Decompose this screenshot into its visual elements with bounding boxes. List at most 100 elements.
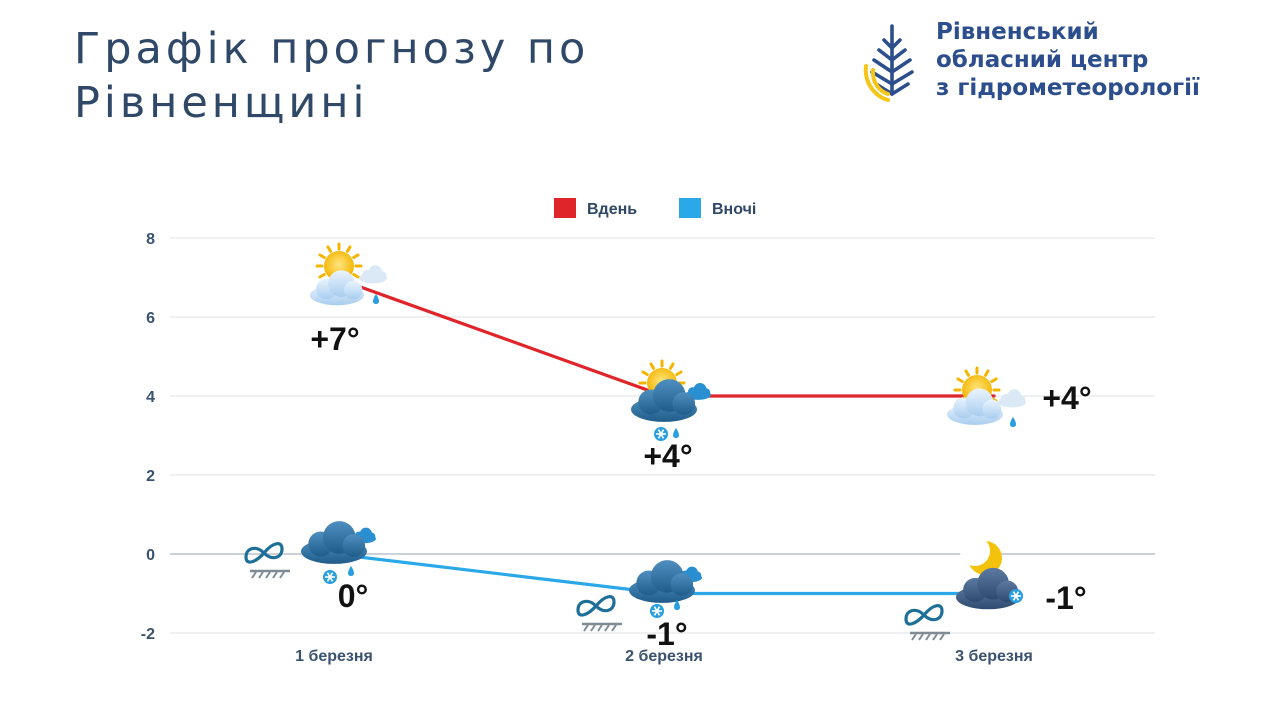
legend-swatch [554, 198, 576, 218]
cloud-puff [376, 270, 387, 281]
sun-cloud-snow-rain-icon [631, 359, 711, 441]
page-title: Графік прогнозу по Рівненщині [74, 22, 589, 130]
cloud-puff [670, 573, 694, 596]
fog-hatch [265, 571, 271, 579]
data-label-night: -1° [646, 616, 687, 652]
fog-hatch [583, 624, 589, 632]
fog-hatch [911, 633, 917, 641]
x-tick-label: 3 березня [955, 648, 1033, 665]
snowflake-arm [653, 606, 661, 616]
legend-label: Вдень [587, 201, 637, 218]
snowflake-arm [326, 572, 334, 582]
fog-loop [904, 604, 944, 626]
title-line-1: Графік прогнозу по [74, 24, 590, 74]
x-tick-label: 2 березня [625, 648, 703, 665]
organization-logo: Рівненський обласний центр з гідрометеор… [862, 18, 1262, 108]
cloud-puff [672, 392, 696, 415]
logo-line-3: з гідрометеорології [936, 75, 1200, 101]
sun-ray [990, 377, 998, 383]
sun-ray [669, 362, 675, 370]
main-cloud [310, 270, 364, 306]
rain-drop [1010, 417, 1016, 427]
fog-hatch [590, 624, 596, 632]
main-cloud [629, 560, 695, 603]
logo-text: Рівненський обласний центр з гідрометеор… [936, 18, 1200, 102]
fog-hatch [611, 624, 617, 632]
y-tick-label: -2 [141, 626, 155, 643]
cloud-puff [1015, 394, 1026, 405]
y-tick-label: 8 [146, 231, 155, 248]
sun-ray [352, 273, 360, 279]
sun-cloud-rain-icon [947, 366, 1026, 427]
y-tick-label: 6 [146, 310, 155, 327]
fog-hatch [918, 633, 924, 641]
sun-ray [346, 245, 352, 253]
moon-shape [960, 536, 1002, 575]
sun-ray [318, 253, 326, 259]
logo-line-2: обласний центр [936, 47, 1149, 73]
snowflake-arm [657, 429, 665, 439]
main-cloud [301, 521, 367, 564]
small-cloud [998, 389, 1026, 408]
data-point [992, 394, 996, 398]
cloud-snow-rain-icon [629, 560, 702, 618]
data-label-day: +7° [310, 321, 359, 357]
cloud-puff [982, 399, 1002, 419]
fog-hatch [251, 571, 257, 579]
sun-ray [984, 369, 990, 377]
sun-ray [964, 369, 970, 377]
snowflake-arm [1012, 591, 1020, 601]
fog-loop [244, 542, 284, 564]
snowflake [1009, 589, 1023, 603]
sun-ray [318, 273, 326, 279]
sun-ray [326, 245, 332, 253]
snowflake [654, 427, 668, 441]
cloud-snow-rain-icon [301, 521, 376, 584]
fog-hatch [272, 571, 278, 579]
sun-ray [956, 377, 964, 383]
y-tick-label: 0 [146, 547, 155, 564]
drop-leaf-logo-icon [863, 24, 914, 102]
rain-drop [673, 428, 679, 438]
data-label-day: +4° [643, 438, 692, 474]
y-tick-label: 4 [146, 389, 155, 406]
fog-hatch [932, 633, 938, 641]
fog-hatch [939, 633, 945, 641]
fog-hatch [597, 624, 603, 632]
fog-hatch [258, 571, 264, 579]
cloud-puff [367, 532, 376, 541]
title-line-2: Рівненщині [74, 78, 369, 128]
main-cloud [631, 379, 697, 422]
legend-label: Вночі [712, 201, 756, 218]
rain-drop [373, 294, 379, 304]
fog-hatch [279, 571, 285, 579]
fog-hatch [925, 633, 931, 641]
moon-cloud-snow-icon [956, 536, 1023, 610]
main-cloud [956, 567, 1020, 610]
sun-ray [675, 370, 683, 376]
logo-line-1: Рівненський [936, 19, 1099, 45]
snowflake [323, 570, 337, 584]
sun-ray [641, 370, 649, 376]
fog-hatch [604, 624, 610, 632]
fog-loop [576, 595, 616, 617]
legend-swatch [679, 198, 701, 218]
x-tick-label: 1 березня [295, 648, 373, 665]
rain-drop [348, 566, 354, 576]
cloud-puff [701, 388, 711, 398]
data-label-night: 0° [338, 578, 369, 614]
cloud-puff [342, 534, 366, 557]
data-label-night: -1° [1045, 580, 1086, 616]
main-cloud [947, 388, 1003, 425]
sun-cloud-rain-icon [310, 242, 387, 306]
sun-ray [649, 362, 655, 370]
data-label-day: +4° [1042, 380, 1091, 416]
cloud-puff [343, 280, 363, 300]
rain-drop [674, 600, 680, 610]
fog-icon [904, 604, 950, 641]
sun-ray [352, 253, 360, 259]
small-cloud [359, 265, 387, 284]
y-tick-label: 2 [146, 468, 155, 485]
snowflake [650, 604, 664, 618]
